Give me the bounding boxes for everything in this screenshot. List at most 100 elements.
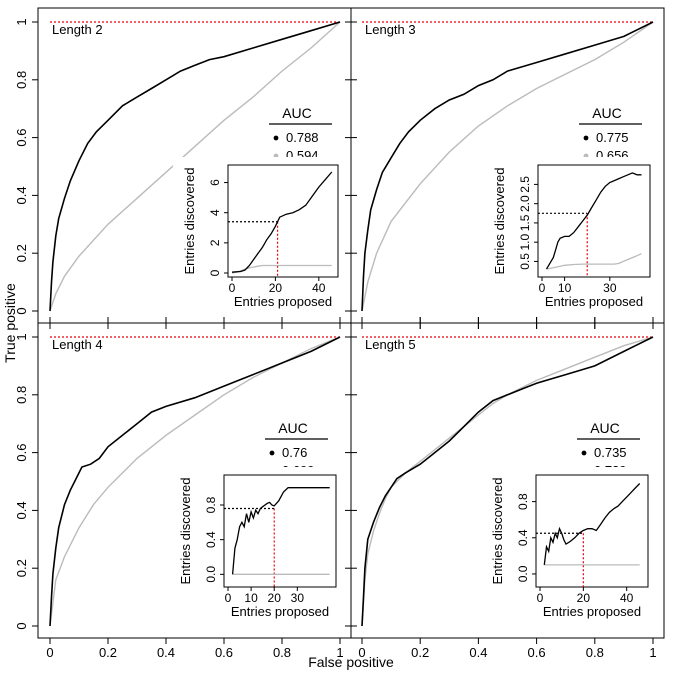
inset-y-tick-label: 0.4	[516, 529, 530, 546]
legend-title: AUC	[592, 105, 622, 121]
legend-entry-1: 0.735	[594, 445, 627, 460]
legend-title: AUC	[282, 105, 312, 121]
legend-entry-1: 0.76	[282, 445, 307, 460]
inset-x-axis-title: Entries proposed	[543, 604, 641, 619]
inset-series-2	[231, 264, 332, 274]
inset-1: 0 20 40 0 2 4 6 Entries proposed Entries discove…	[173, 157, 345, 317]
panel-label: Length 2	[52, 22, 103, 37]
y-tick-label: 0.8	[14, 386, 29, 404]
legend-marker-1	[269, 450, 275, 456]
inset-y-tick-label: 0	[208, 269, 222, 276]
roc-series-1	[361, 21, 654, 312]
y-tick-label: 1	[14, 333, 29, 340]
inset-y-tick-label: 0.8	[516, 493, 530, 510]
inset-x-tick-label: 20	[577, 591, 591, 605]
legend-marker-1	[583, 135, 589, 141]
legend-marker-1	[581, 450, 587, 456]
inset-y-tick-label: 1.5	[518, 214, 532, 231]
inset-y-axis-title: Entries discovered	[182, 168, 197, 275]
inset-frame	[537, 164, 651, 278]
inset-y-tick-label: 0.8	[204, 496, 218, 513]
inset-y-tick-label: 2.0	[518, 195, 532, 212]
y-tick-label: 0.2	[14, 244, 29, 262]
y-tick-label: 0.6	[14, 129, 29, 147]
inset-y-tick-label: 0.0	[204, 566, 218, 583]
x-tick-label: 0.4	[469, 645, 487, 660]
y-tick-label: 0	[14, 622, 29, 629]
inset-x-axis-title: Entries proposed	[231, 604, 329, 619]
inset-series-1	[545, 172, 642, 270]
x-tick-label: 0.2	[411, 645, 429, 660]
panel-frame	[350, 322, 665, 639]
inset-y-tick-label: 1.0	[518, 234, 532, 251]
roc-series-2	[49, 21, 341, 312]
roc-series-1	[49, 336, 341, 627]
panel-label: Length 3	[365, 22, 416, 37]
inset-x-tick-label: 20	[269, 281, 283, 295]
legend-title: AUC	[278, 420, 308, 436]
legend-entry-1: 0.775	[596, 130, 629, 145]
y-tick-label: 0.4	[14, 501, 29, 519]
roc-series-2	[361, 336, 654, 627]
inset-series-1	[231, 487, 330, 575]
x-tick-label: 0.2	[99, 645, 117, 660]
y-tick-label: 0.6	[14, 444, 29, 462]
y-tick-label: 0.2	[14, 559, 29, 577]
x-tick-label: 0.6	[215, 645, 233, 660]
legend-marker-1	[273, 135, 279, 141]
legend-title: AUC	[590, 420, 620, 436]
inset-series-1	[543, 483, 641, 565]
inset-x-tick-label: 10	[558, 281, 572, 295]
inset-frame	[223, 474, 337, 588]
y-axis-title: True positive	[2, 283, 18, 363]
x-tick-label: 1	[649, 645, 656, 660]
inset-y-tick-label: 2	[208, 239, 222, 246]
inset-x-tick-label: 20	[268, 591, 282, 605]
inset-x-axis-title: Entries proposed	[234, 294, 332, 309]
inset-x-tick-label: 0	[537, 591, 544, 605]
panel-3: 0 0 0.2 0.2 0.4 0.4 0.6 0.6 0.8 0.8 1 1 Length 4 AUC 0…	[14, 317, 352, 660]
inset-series-1	[231, 171, 333, 273]
inset-x-tick-label: 0	[229, 281, 236, 295]
inset-3: 0 10 20 30 0.0 0.4 0.8 Entries proposed Entries …	[169, 467, 343, 627]
inset-x-tick-label: 40	[312, 281, 326, 295]
inset-x-tick-label: 10	[244, 591, 258, 605]
roc-series-2	[361, 21, 654, 312]
inset-4: 0 20 40 0.0 0.4 0.8 Entries proposed Entries di…	[481, 467, 655, 627]
x-tick-label: 0	[358, 645, 365, 660]
panel-label: Length 5	[365, 337, 416, 352]
x-tick-label: 0.8	[586, 645, 604, 660]
y-tick-label: 0.4	[14, 186, 29, 204]
x-axis-title: False positive	[308, 654, 394, 670]
inset-frame	[227, 164, 339, 278]
legend-entry-1: 0.788	[286, 130, 319, 145]
inset-2: 0 10 30 0.5 1.0 1.5 2.0 2.5 Entries proposed Entr…	[483, 157, 657, 317]
inset-y-tick-label: 2.5	[518, 176, 532, 193]
inset-y-axis-title: Entries discovered	[490, 478, 505, 585]
y-tick-label: 0	[14, 307, 29, 314]
x-tick-label: 0.8	[273, 645, 291, 660]
y-tick-label: 0.8	[14, 71, 29, 89]
x-tick-label: 0.6	[528, 645, 546, 660]
inset-series-2	[546, 253, 642, 270]
inset-x-tick-label: 0	[225, 591, 232, 605]
panel-label: Length 4	[52, 337, 103, 352]
inset-x-axis-title: Entries proposed	[545, 294, 643, 309]
inset-x-tick-label: 0	[539, 281, 546, 295]
x-tick-label: 0	[46, 645, 53, 660]
roc-series-1	[361, 336, 654, 627]
inset-x-tick-label: 30	[291, 591, 305, 605]
inset-x-tick-label: 40	[620, 591, 634, 605]
inset-y-tick-label: 6	[208, 179, 222, 186]
roc-series-1	[49, 21, 341, 312]
inset-y-tick-label: 0.4	[204, 531, 218, 548]
inset-y-axis-title: Entries discovered	[492, 168, 507, 275]
inset-y-tick-label: 0.0	[516, 565, 530, 582]
x-tick-label: 0.4	[157, 645, 175, 660]
inset-x-tick-label: 30	[603, 281, 617, 295]
